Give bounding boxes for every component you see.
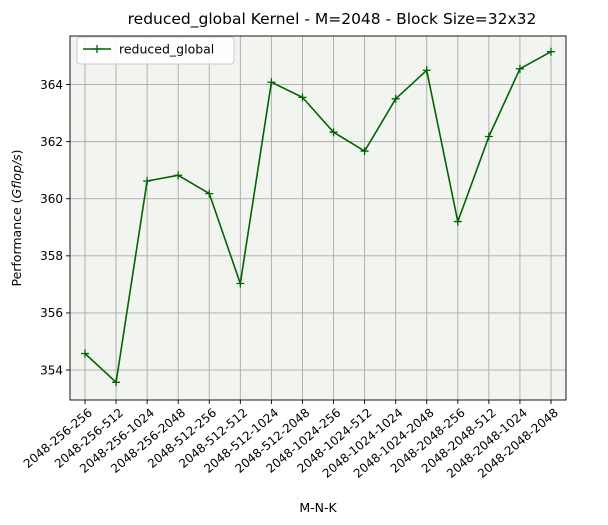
- y-tick-label: 362: [40, 135, 63, 149]
- data-point: [205, 189, 214, 198]
- data-point: [360, 147, 369, 156]
- data-point: [515, 64, 524, 73]
- y-tick-label: 354: [40, 363, 63, 377]
- x-axis-label: M-N-K: [299, 500, 337, 515]
- data-point: [143, 177, 152, 186]
- y-tick-label: 364: [40, 78, 63, 92]
- data-point: [329, 128, 338, 137]
- data-point: [547, 47, 555, 56]
- data-point: [298, 93, 307, 102]
- legend-marker-swatch: [93, 45, 101, 53]
- plot-frame: [69, 35, 567, 401]
- y-axis-label-suffix: ): [9, 149, 24, 154]
- series-layer: [81, 47, 555, 387]
- data-point: [112, 378, 121, 387]
- data-point: [267, 78, 276, 87]
- data-point: [484, 132, 493, 141]
- legend-label: reduced_global: [119, 42, 214, 57]
- data-point: [453, 217, 462, 226]
- y-axis-label: Performance (Gflop/s): [9, 149, 24, 286]
- data-point: [422, 66, 431, 75]
- data-point: [391, 94, 400, 103]
- series-line: [84, 50, 552, 384]
- data-point: [81, 349, 89, 358]
- y-axis-label-unit: Gflop/s: [9, 154, 24, 199]
- y-tick-label: 356: [40, 306, 63, 320]
- y-tick-label: 358: [40, 249, 63, 263]
- plot-area: [70, 36, 566, 400]
- legend-box: [76, 36, 235, 65]
- legend: reduced_global: [76, 36, 235, 65]
- data-point: [236, 279, 245, 288]
- data-point: [174, 171, 183, 180]
- y-tick-label: 360: [40, 192, 63, 206]
- y-axis-label-prefix: Performance (: [9, 198, 24, 286]
- chart-title: reduced_global Kernel - M=2048 - Block S…: [128, 10, 537, 29]
